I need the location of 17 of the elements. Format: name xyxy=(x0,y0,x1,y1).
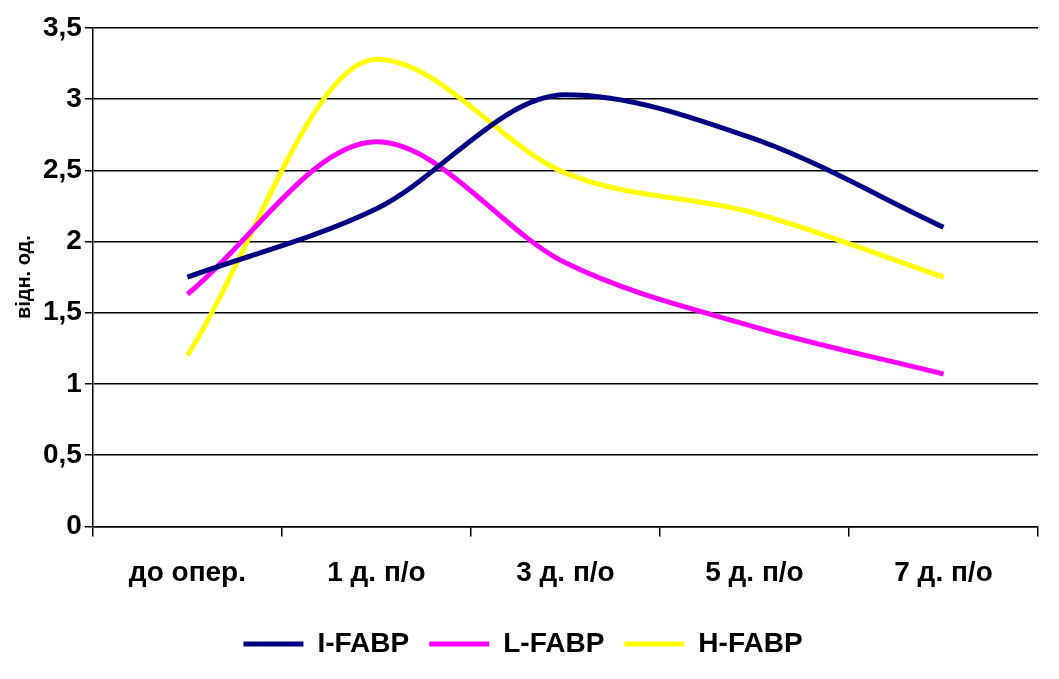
legend-label: L-FABP xyxy=(503,626,605,658)
y-axis-title: відн. од. xyxy=(11,235,34,320)
x-tick-label: 1 д. п/о xyxy=(327,555,426,587)
y-tick-label: 1,5 xyxy=(42,295,82,327)
x-tick-label: до опер. xyxy=(128,555,246,587)
y-tick-label: 1 xyxy=(66,366,82,398)
legend-label: I-FABP xyxy=(317,626,410,658)
legend-label: H-FABP xyxy=(698,626,803,658)
y-tick-label: 3,5 xyxy=(42,10,82,42)
y-tick-label: 2 xyxy=(66,224,82,256)
x-tick-label: 7 д. п/о xyxy=(894,555,993,587)
y-tick-label: 3 xyxy=(66,81,82,113)
y-tick-label: 0 xyxy=(66,509,82,541)
y-tick-label: 2,5 xyxy=(42,152,82,184)
x-tick-label: 3 д. п/о xyxy=(516,555,615,587)
y-tick-label: 0,5 xyxy=(42,437,82,469)
x-tick-label: 5 д. п/о xyxy=(705,555,804,587)
